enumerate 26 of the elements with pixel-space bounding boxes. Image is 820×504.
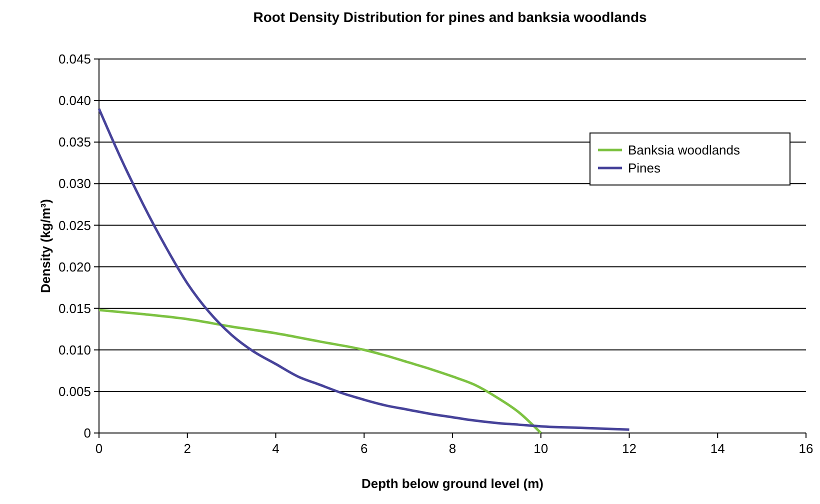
y-tick-label: 0.015 [58, 300, 91, 316]
x-tick-label: 6 [360, 441, 368, 456]
legend-label: Banksia woodlands [628, 142, 741, 158]
y-tick-label: 0 [84, 426, 91, 441]
y-tick-label: 0.010 [58, 342, 91, 358]
x-tick-label: 14 [710, 441, 725, 456]
y-tick-label: 0.030 [58, 176, 91, 192]
y-tick-label: 0.040 [58, 93, 91, 108]
x-tick-label: 0 [95, 441, 103, 456]
x-tick-label: 12 [622, 441, 636, 456]
y-tick-label: 0.005 [58, 384, 91, 399]
x-axis-title: Depth below ground level (m) [361, 476, 544, 491]
legend-label: Pines [628, 160, 662, 176]
x-tick-label: 16 [798, 441, 814, 456]
x-tick-label: 8 [448, 441, 456, 456]
line-series [98, 308, 542, 434]
y-tick-label: 0.020 [58, 259, 91, 274]
y-tick-label: 0.035 [58, 134, 91, 150]
chart-title: Root Density Distribution for pines and banksia woodlands [253, 9, 648, 25]
line-series [98, 108, 630, 431]
x-tick-label: 2 [184, 441, 191, 456]
y-tick-label: 0.045 [58, 52, 91, 67]
y-tick-label: 0.025 [58, 218, 91, 233]
x-tick-label: 4 [272, 441, 280, 456]
x-tick-label: 10 [534, 441, 548, 456]
y-axis-title: Density (kg/m³) [38, 199, 53, 293]
